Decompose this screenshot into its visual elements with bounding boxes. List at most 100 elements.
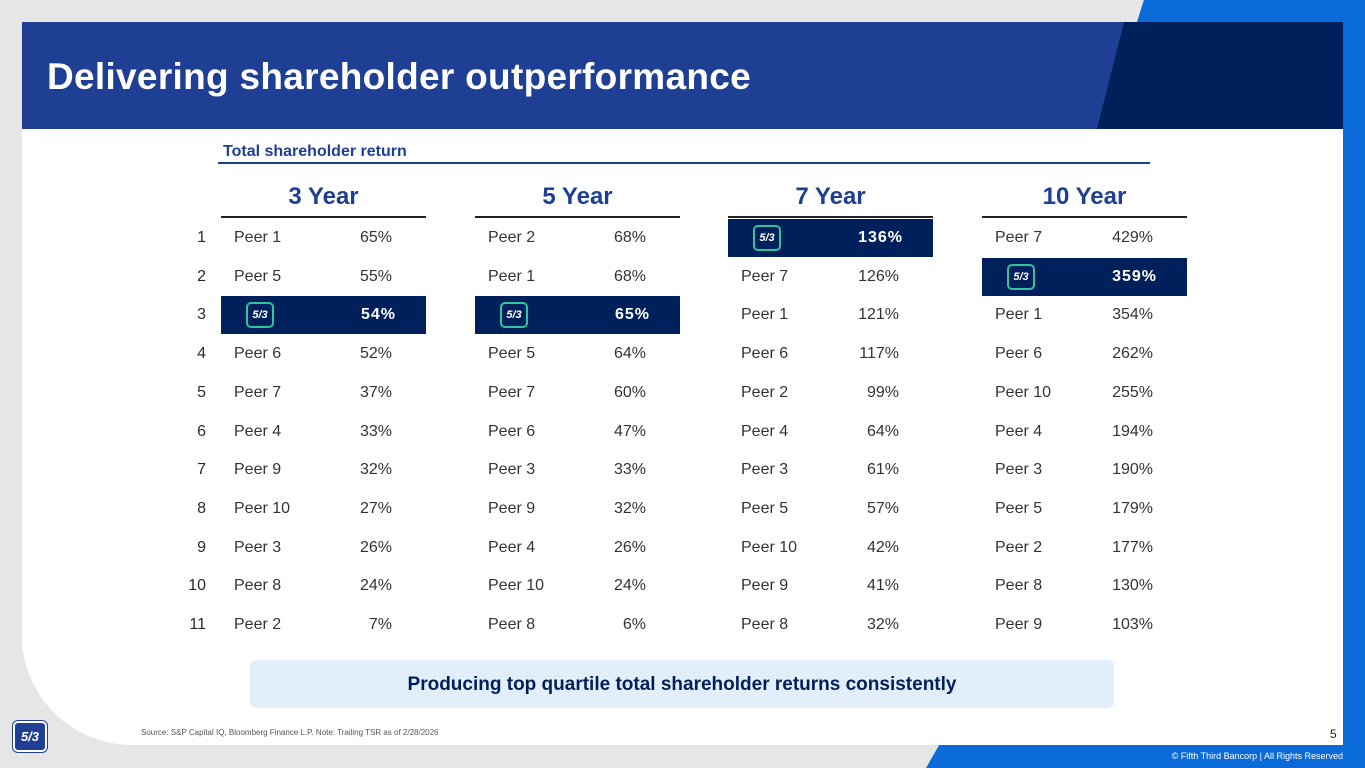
- table-row: Peer 9 103%: [982, 606, 1187, 644]
- table-row: Peer 6 117%: [728, 335, 933, 373]
- footer-bar: [926, 745, 1365, 768]
- peer-name: Peer 1: [741, 306, 789, 324]
- table-row: Peer 10 42%: [728, 529, 933, 567]
- peer-name: Peer 9: [488, 499, 536, 517]
- tsr-value: 136%: [858, 229, 903, 246]
- peer-name: Peer 9: [741, 577, 789, 595]
- peer-name: Peer 1: [234, 229, 282, 246]
- table-row: Peer 3 26%: [221, 529, 426, 567]
- table-row: Peer 4 64%: [728, 413, 933, 451]
- peer-name: Peer 10: [995, 383, 1052, 401]
- table-row: Peer 9 41%: [728, 567, 933, 605]
- table-row: Peer 2 177%: [982, 529, 1187, 567]
- table-row: Peer 7 37%: [221, 374, 426, 412]
- peer-name: Peer 2: [234, 616, 282, 633]
- table-row: Peer 8 130%: [982, 567, 1187, 605]
- table-row: Peer 1 354%: [982, 296, 1187, 334]
- tsr-value: 26%: [613, 538, 646, 556]
- period-heading: 5 Year: [475, 178, 680, 218]
- peer-name: Peer 3: [741, 461, 789, 479]
- table-row: Peer 10 24%: [475, 567, 680, 605]
- fifth-third-row: 5/3 359%: [982, 257, 1187, 296]
- period-column: 10 Year Peer 7 429% 5/3 359% Peer 1 354% Peer 6…: [982, 178, 1187, 633]
- tsr-value: 359%: [1112, 267, 1157, 285]
- peer-name: Peer 5: [741, 499, 789, 517]
- table-row: Peer 9 32%: [475, 490, 680, 528]
- callout-banner: Producing top quartile total shareholder…: [250, 660, 1114, 708]
- table-row: Peer 3 61%: [728, 451, 933, 489]
- table-row: Peer 4 26%: [475, 529, 680, 567]
- fifth-third-logo-icon: 5/3: [13, 721, 47, 752]
- tsr-value: 354%: [1112, 306, 1153, 324]
- tsr-value: 7%: [368, 616, 392, 633]
- rank-number: 10: [188, 577, 206, 595]
- peer-name: Peer 3: [995, 461, 1043, 479]
- tsr-value: 68%: [613, 267, 646, 285]
- peer-name: Peer 8: [488, 616, 536, 633]
- fifth-third-logo-icon: 5/3: [500, 302, 528, 329]
- table-row: Peer 10 255%: [982, 374, 1187, 412]
- peer-name: Peer 8: [741, 616, 789, 633]
- table-row: Peer 10 27%: [221, 490, 426, 528]
- page-number: 5: [1330, 727, 1337, 741]
- tsr-value: 32%: [866, 616, 899, 633]
- table-row: Peer 5 64%: [475, 335, 680, 373]
- table-row: Peer 6 262%: [982, 335, 1187, 373]
- table-row: Peer 2 68%: [475, 219, 680, 257]
- table-row: Peer 6 47%: [475, 413, 680, 451]
- tsr-value: 64%: [866, 422, 899, 440]
- fifth-third-row: 5/3 54%: [221, 296, 426, 335]
- table-row: Peer 7 429%: [982, 219, 1187, 257]
- rank-number: 6: [197, 422, 206, 440]
- table-row: Peer 8 24%: [221, 567, 426, 605]
- period-heading: 7 Year: [728, 178, 933, 218]
- peer-name: Peer 4: [741, 422, 789, 440]
- tsr-value: 68%: [613, 229, 646, 246]
- peer-name: Peer 6: [234, 345, 282, 363]
- rank-number: 9: [197, 538, 206, 556]
- tsr-value: 194%: [1112, 422, 1153, 440]
- tsr-value: 121%: [858, 306, 899, 324]
- table-row: Peer 7 126%: [728, 258, 933, 296]
- fifth-third-row: 5/3 65%: [475, 296, 680, 335]
- peer-name: Peer 5: [995, 499, 1043, 517]
- period-column: 5 Year Peer 2 68% Peer 1 68% 5/3 65% Peer 5 64% P…: [475, 178, 680, 633]
- rank-number: 11: [189, 616, 206, 633]
- period-column: 3 Year Peer 1 65% Peer 5 55% 5/3 54% Peer 6 52% P…: [221, 178, 426, 633]
- tsr-value: 42%: [866, 538, 899, 556]
- peer-name: Peer 4: [234, 422, 282, 440]
- peer-name: Peer 4: [488, 538, 536, 556]
- peer-name: Peer 10: [741, 538, 798, 556]
- copyright: © Fifth Third Bancorp | All Rights Reser…: [1171, 751, 1343, 761]
- rank-number: 2: [197, 267, 206, 285]
- peer-name: Peer 7: [995, 229, 1043, 246]
- tsr-value: 32%: [359, 461, 392, 479]
- tsr-value: 177%: [1112, 538, 1153, 556]
- peer-name: Peer 7: [234, 383, 282, 401]
- peer-name: Peer 6: [995, 345, 1043, 363]
- tsr-value: 24%: [613, 577, 646, 595]
- peer-name: Peer 7: [488, 383, 536, 401]
- table-row: Peer 6 52%: [221, 335, 426, 373]
- peer-name: Peer 2: [995, 538, 1043, 556]
- tsr-value: 429%: [1112, 229, 1153, 246]
- tsr-value: 41%: [866, 577, 899, 595]
- table-row: Peer 3 33%: [475, 451, 680, 489]
- table-row: Peer 9 32%: [221, 451, 426, 489]
- peer-name: Peer 10: [234, 499, 291, 517]
- table-row: Peer 4 194%: [982, 413, 1187, 451]
- table-row: Peer 5 57%: [728, 490, 933, 528]
- peer-name: Peer 7: [741, 267, 789, 285]
- rank-number: 7: [197, 461, 206, 479]
- tsr-value: 130%: [1112, 577, 1153, 595]
- peer-name: Peer 5: [488, 345, 536, 363]
- table-row: Peer 8 32%: [728, 606, 933, 644]
- header-banner: Delivering shareholder outperformance: [22, 22, 1343, 129]
- peer-name: Peer 5: [234, 267, 282, 285]
- table-row: Peer 1 68%: [475, 258, 680, 296]
- rank-number: 4: [197, 345, 206, 363]
- tsr-value: 26%: [359, 538, 392, 556]
- peer-name: Peer 3: [234, 538, 282, 556]
- tsr-value: 47%: [613, 422, 646, 440]
- section-divider: [218, 162, 1150, 164]
